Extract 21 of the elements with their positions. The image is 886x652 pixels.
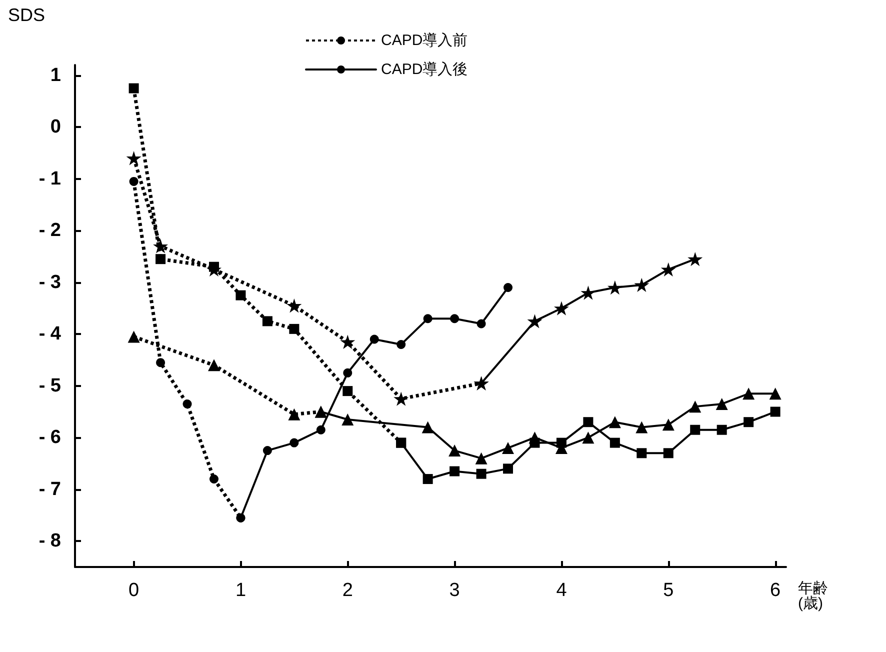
y-tick-label: - 1 <box>38 168 62 190</box>
y-tick-label: - 5 <box>38 375 62 396</box>
y-tick-label: - 7 <box>38 478 61 500</box>
y-tick-label: - 4 <box>38 324 62 345</box>
y-axis-title: SDS <box>8 5 46 25</box>
x-tick-label: 3 <box>449 580 460 601</box>
x-tick-label: 0 <box>128 580 140 601</box>
x-tick-label: 5 <box>663 580 674 601</box>
y-tick-label: - 8 <box>38 530 61 552</box>
x-tick-label: 4 <box>556 580 568 601</box>
y-tick-label: - 2 <box>38 220 61 242</box>
legend-label: CAPD導入後 <box>381 61 468 78</box>
x-axis-title: 年齢 (歳) <box>798 580 828 612</box>
y-tick-label: - 6 <box>38 427 61 448</box>
y-tick-label: 0 <box>50 116 61 138</box>
legend-label: CAPD導入前 <box>381 32 468 49</box>
y-tick-label: 1 <box>50 64 62 86</box>
x-tick-label: 1 <box>235 580 246 601</box>
x-tick-label: 2 <box>342 580 353 601</box>
x-tick-label: 6 <box>770 580 781 601</box>
y-tick-label: - 3 <box>38 272 61 293</box>
